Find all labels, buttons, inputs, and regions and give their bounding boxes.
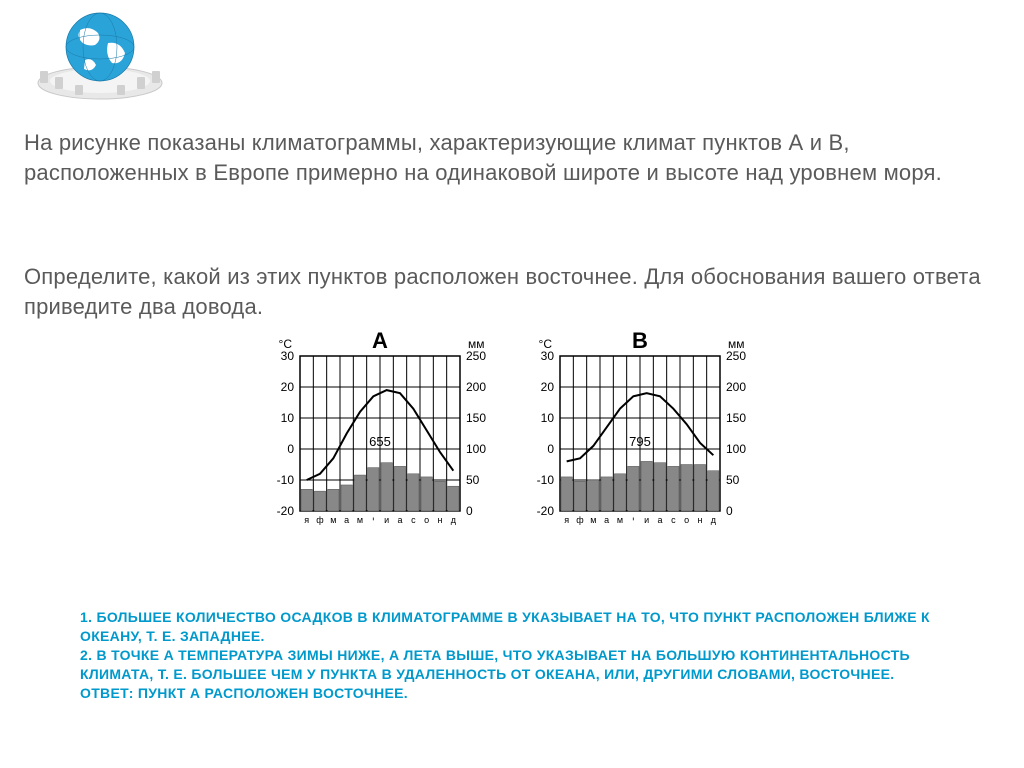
svg-text:м: м [357, 515, 363, 525]
svg-text:100: 100 [726, 442, 746, 456]
svg-text:0: 0 [466, 504, 473, 518]
svg-text:а: а [344, 515, 349, 525]
svg-text:мм: мм [728, 337, 745, 351]
svg-text:с: с [671, 515, 676, 525]
answer-line-1: 1. Большее количество осадков в климатог… [80, 608, 950, 646]
svg-text:-20: -20 [537, 504, 555, 518]
svg-text:н: н [438, 515, 443, 525]
svg-text:а: а [397, 515, 402, 525]
svg-text:и: и [384, 515, 389, 525]
svg-text:0: 0 [547, 442, 554, 456]
question-paragraph: Определите, какой из этих пунк­тов распо… [24, 262, 984, 321]
svg-text:а: а [657, 515, 662, 525]
svg-text:100: 100 [466, 442, 486, 456]
answer-line-3: Ответ: Пункт А расположен восточнее. [80, 684, 950, 703]
svg-text:250: 250 [726, 349, 746, 363]
svg-text:20: 20 [541, 380, 555, 394]
svg-text:795: 795 [629, 434, 651, 449]
svg-text:я: я [564, 515, 569, 525]
svg-text:150: 150 [466, 411, 486, 425]
svg-text:50: 50 [726, 473, 740, 487]
charts-row: 3020100-10-20250200150100500яфмамיиасонд… [260, 326, 760, 536]
globe-icon [30, 5, 170, 105]
svg-text:о: о [424, 515, 429, 525]
svg-text:30: 30 [281, 349, 295, 363]
svg-text:50: 50 [466, 473, 480, 487]
svg-text:ф: ф [576, 515, 584, 525]
svg-text:-10: -10 [277, 473, 295, 487]
svg-text:200: 200 [466, 380, 486, 394]
svg-text:-10: -10 [537, 473, 555, 487]
svg-text:В: В [632, 328, 648, 353]
svg-text:мм: мм [468, 337, 485, 351]
answer-line-2: 2. В точке А температура зимы ниже, а ле… [80, 646, 950, 684]
svg-text:м: м [330, 515, 336, 525]
svg-text:н: н [698, 515, 703, 525]
svg-text:д: д [711, 515, 717, 525]
svg-text:и: и [644, 515, 649, 525]
svg-text:250: 250 [466, 349, 486, 363]
svg-text:-20: -20 [277, 504, 295, 518]
svg-text:ф: ф [316, 515, 324, 525]
svg-text:а: а [604, 515, 609, 525]
svg-text:о: о [684, 515, 689, 525]
intro-paragraph: На рисунке показаны климатограммы, харак… [24, 128, 984, 187]
climatogram-b: 3020100-10-20250200150100500яфмамיиасонд… [520, 326, 760, 536]
svg-text:0: 0 [726, 504, 733, 518]
svg-text:0: 0 [287, 442, 294, 456]
svg-text:с: с [411, 515, 416, 525]
svg-text:д: д [451, 515, 457, 525]
svg-text:°C: °C [279, 337, 293, 351]
svg-text:י: י [632, 515, 634, 525]
climatogram-a: 3020100-10-20250200150100500яфмамיиасонд… [260, 326, 500, 536]
svg-text:м: м [590, 515, 596, 525]
svg-text:10: 10 [281, 411, 295, 425]
svg-text:А: А [372, 328, 388, 353]
svg-text:י: י [372, 515, 374, 525]
svg-text:10: 10 [541, 411, 555, 425]
svg-text:200: 200 [726, 380, 746, 394]
svg-text:я: я [304, 515, 309, 525]
answer-block: 1. Большее количество осадков в климатог… [80, 608, 950, 702]
svg-text:°C: °C [539, 337, 553, 351]
svg-text:20: 20 [281, 380, 295, 394]
svg-text:м: м [617, 515, 623, 525]
svg-text:30: 30 [541, 349, 555, 363]
svg-text:655: 655 [369, 434, 391, 449]
svg-text:150: 150 [726, 411, 746, 425]
